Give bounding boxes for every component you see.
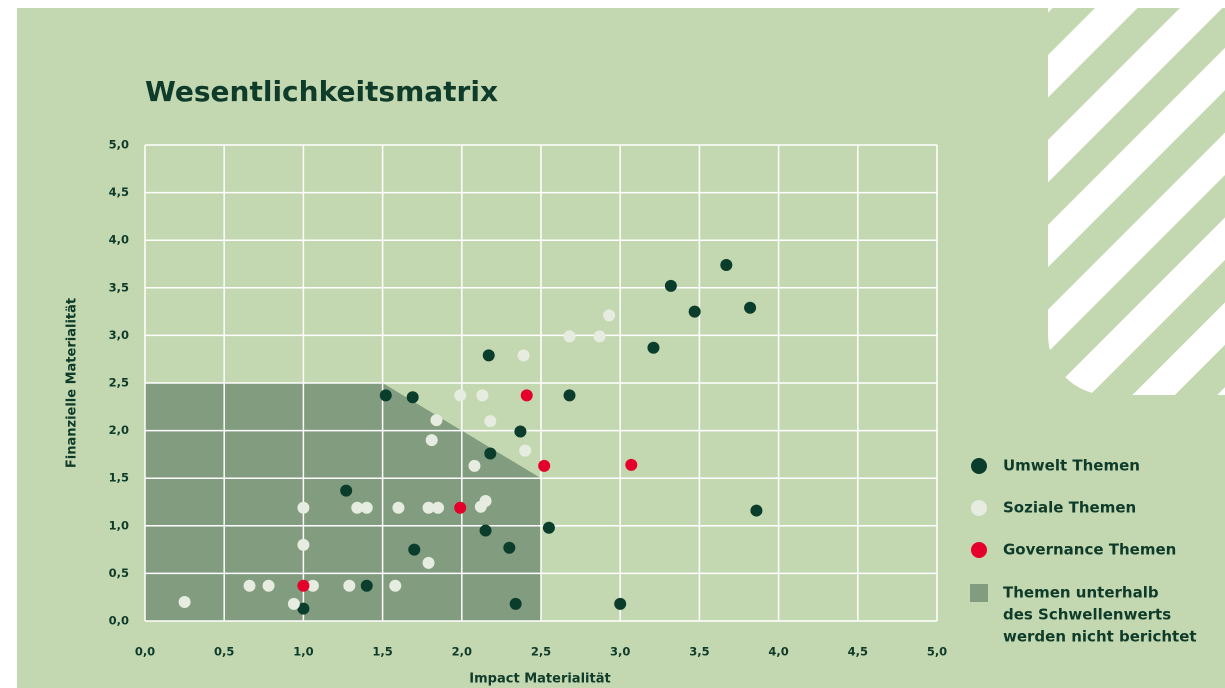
point <box>480 525 492 537</box>
point <box>430 414 442 426</box>
point <box>514 426 526 438</box>
point <box>392 502 404 514</box>
x-tick-label: 1,5 <box>372 645 392 659</box>
point <box>179 596 191 608</box>
y-axis-label: Finanzielle Materialität <box>65 298 80 468</box>
y-tick-label: 3,5 <box>109 280 129 294</box>
y-tick-label: 4,0 <box>109 233 129 247</box>
point <box>543 522 555 534</box>
point <box>297 539 309 551</box>
point <box>594 330 606 342</box>
y-tick-label: 2,5 <box>109 376 129 390</box>
point <box>603 309 615 321</box>
chart-title: Wesentlichkeitsmatrix <box>145 75 498 108</box>
point <box>484 415 496 427</box>
y-tick-label: 0,0 <box>109 614 129 628</box>
y-tick-label: 1,5 <box>109 471 129 485</box>
x-tick-label: 2,5 <box>531 645 551 659</box>
point <box>361 580 373 592</box>
point <box>510 598 522 610</box>
decoration <box>1048 8 1225 395</box>
x-tick-label: 3,5 <box>689 645 709 659</box>
point <box>361 502 373 514</box>
legend-marker <box>971 500 987 516</box>
point <box>432 502 444 514</box>
legend-label: des Schwellenwerts <box>1003 606 1171 624</box>
legend-marker <box>970 584 988 602</box>
legend-label: Themen unterhalb <box>1003 584 1159 602</box>
point <box>263 580 275 592</box>
legend-label: Governance Themen <box>1003 541 1176 559</box>
point <box>454 502 466 514</box>
point <box>625 459 637 471</box>
legend-marker <box>971 542 987 558</box>
x-tick-label: 0,0 <box>135 645 155 659</box>
point <box>389 580 401 592</box>
y-tick-label: 4,5 <box>109 185 129 199</box>
point <box>519 445 531 457</box>
point <box>503 542 515 554</box>
point <box>297 580 309 592</box>
point <box>454 389 466 401</box>
y-tick-label: 0,5 <box>109 566 129 580</box>
point <box>426 434 438 446</box>
point <box>343 580 355 592</box>
x-tick-label: 5,0 <box>927 645 947 659</box>
legend-label: Umwelt Themen <box>1003 457 1140 475</box>
point <box>423 557 435 569</box>
x-tick-label: 0,5 <box>214 645 234 659</box>
point <box>720 259 732 271</box>
legend-label: Soziale Themen <box>1003 499 1136 517</box>
point <box>750 505 762 517</box>
x-tick-label: 1,0 <box>293 645 313 659</box>
legend-marker <box>971 458 987 474</box>
x-tick-label: 4,5 <box>848 645 868 659</box>
point <box>340 485 352 497</box>
point <box>483 349 495 361</box>
point <box>647 342 659 354</box>
point <box>665 280 677 292</box>
y-tick-label: 3,0 <box>109 328 129 342</box>
point <box>475 501 487 513</box>
point <box>288 598 300 610</box>
x-tick-label: 4,0 <box>768 645 788 659</box>
point <box>468 460 480 472</box>
point <box>484 447 496 459</box>
legend-label: werden nicht berichtet <box>1003 628 1197 646</box>
x-axis-label: Impact Materialität <box>469 672 610 687</box>
chart: Wesentlichkeitsmatrix Impact Materialitä… <box>0 0 1225 688</box>
point <box>297 502 309 514</box>
point <box>564 389 576 401</box>
point <box>689 306 701 318</box>
point <box>476 389 488 401</box>
point <box>518 349 530 361</box>
point <box>408 544 420 556</box>
point <box>744 302 756 314</box>
point <box>244 580 256 592</box>
point <box>380 389 392 401</box>
x-tick-label: 3,0 <box>610 645 630 659</box>
y-tick-label: 2,0 <box>109 423 129 437</box>
point <box>521 389 533 401</box>
y-tick-label: 1,0 <box>109 518 129 532</box>
x-tick-label: 2,0 <box>452 645 472 659</box>
point <box>614 598 626 610</box>
y-tick-label: 5,0 <box>109 138 129 152</box>
point <box>407 391 419 403</box>
point <box>564 330 576 342</box>
point <box>538 460 550 472</box>
